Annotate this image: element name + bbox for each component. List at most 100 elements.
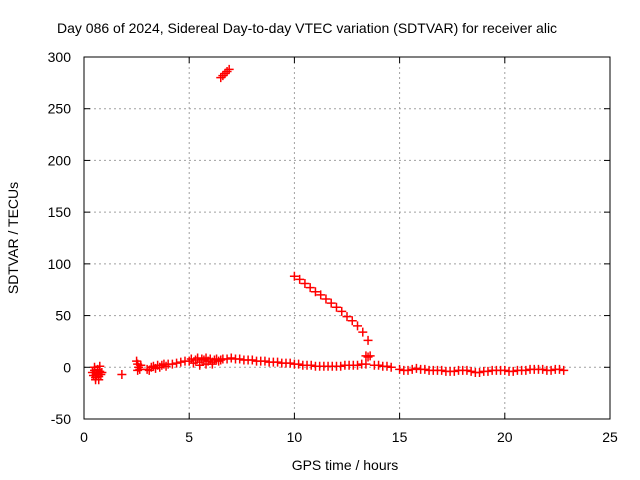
- data-point: [222, 354, 232, 364]
- plot-frame: [83, 56, 611, 420]
- x-tick-label: 0: [80, 429, 88, 445]
- y-tick-label: 50: [55, 308, 71, 324]
- data-point: [195, 360, 205, 370]
- data-point: [363, 352, 373, 362]
- data-point: [224, 64, 234, 74]
- data-point: [326, 298, 336, 308]
- data-point: [395, 364, 405, 374]
- data-point: [220, 69, 230, 79]
- data-point: [342, 312, 352, 322]
- y-tick-label: 250: [48, 101, 72, 117]
- data-point: [260, 356, 270, 366]
- data-point: [295, 274, 305, 284]
- data-point: [218, 71, 228, 81]
- data-point: [521, 365, 531, 375]
- y-tick-label: -50: [51, 411, 71, 427]
- data-point: [97, 367, 107, 377]
- data-point: [546, 365, 556, 375]
- y-tick-label: 200: [48, 152, 72, 168]
- data-point: [95, 361, 105, 371]
- data-point: [347, 316, 357, 326]
- data-point: [365, 351, 375, 361]
- data-point: [407, 364, 417, 374]
- y-tick-label: 0: [63, 359, 71, 375]
- chart-title: Day 086 of 2024, Sidereal Day-to-day VTE…: [57, 20, 557, 36]
- data-point: [146, 362, 156, 372]
- data-point: [353, 321, 363, 331]
- data-point: [216, 73, 226, 83]
- data-point: [331, 302, 341, 312]
- data-point: [247, 355, 257, 365]
- data-point: [321, 294, 331, 304]
- data-points: [87, 64, 569, 385]
- data-point: [374, 360, 384, 370]
- tick-labels: 0 5 10 15 20 25 -50 0 50 100 150 200 250 300: [48, 49, 618, 445]
- data-point: [193, 353, 203, 363]
- x-tick-label: 5: [185, 429, 193, 445]
- data-point: [226, 353, 236, 363]
- data-point: [167, 359, 177, 369]
- data-point: [316, 290, 326, 300]
- data-point: [176, 357, 186, 367]
- data-point: [133, 365, 143, 375]
- x-tick-label: 20: [497, 429, 513, 445]
- data-point: [437, 365, 447, 375]
- data-point: [420, 364, 430, 374]
- data-point: [306, 360, 316, 370]
- data-point: [483, 366, 493, 376]
- data-point: [157, 360, 167, 370]
- x-tick-label: 15: [392, 429, 408, 445]
- data-point: [363, 335, 373, 345]
- x-tick-label: 25: [602, 429, 618, 445]
- data-point: [475, 367, 485, 377]
- data-point: [500, 365, 510, 375]
- data-point: [305, 283, 315, 293]
- data-point: [310, 287, 320, 297]
- data-point: [222, 66, 232, 76]
- data-point: [382, 361, 392, 371]
- data-point: [508, 366, 518, 376]
- data-point: [559, 365, 569, 375]
- data-point: [555, 364, 565, 374]
- data-point: [216, 355, 226, 365]
- data-point: [353, 360, 363, 370]
- data-point: [184, 356, 194, 366]
- data-point: [361, 359, 371, 369]
- data-point: [273, 357, 283, 367]
- data-point: [289, 271, 299, 281]
- data-point: [199, 355, 209, 365]
- data-point: [148, 361, 158, 371]
- y-axis-title: SDTVAR / TECUs: [5, 182, 21, 294]
- data-point: [142, 364, 152, 374]
- data-point: [538, 364, 548, 374]
- data-point: [294, 359, 304, 369]
- data-point: [92, 370, 102, 380]
- y-tick-label: 300: [48, 49, 72, 65]
- data-point: [411, 363, 421, 373]
- data-point: [94, 375, 104, 385]
- data-point: [172, 358, 182, 368]
- data-point: [300, 279, 310, 289]
- data-point: [161, 361, 171, 371]
- data-point: [285, 358, 295, 368]
- data-point: [90, 362, 100, 372]
- data-point: [336, 361, 346, 371]
- data-point: [117, 370, 127, 380]
- data-point: [197, 354, 207, 364]
- data-point: [207, 359, 217, 369]
- x-tick-label: 10: [287, 429, 303, 445]
- data-point: [136, 360, 146, 370]
- data-point: [235, 354, 245, 364]
- y-tick-label: 150: [48, 204, 72, 220]
- data-point: [214, 356, 224, 366]
- data-point: [449, 366, 459, 376]
- data-point: [403, 365, 413, 375]
- data-point: [186, 354, 196, 364]
- data-point: [358, 327, 368, 337]
- x-axis-title: GPS time / hours: [292, 457, 399, 473]
- y-tick-label: 100: [48, 256, 72, 272]
- data-point: [191, 355, 201, 365]
- data-point: [466, 366, 476, 376]
- data-point: [337, 306, 347, 316]
